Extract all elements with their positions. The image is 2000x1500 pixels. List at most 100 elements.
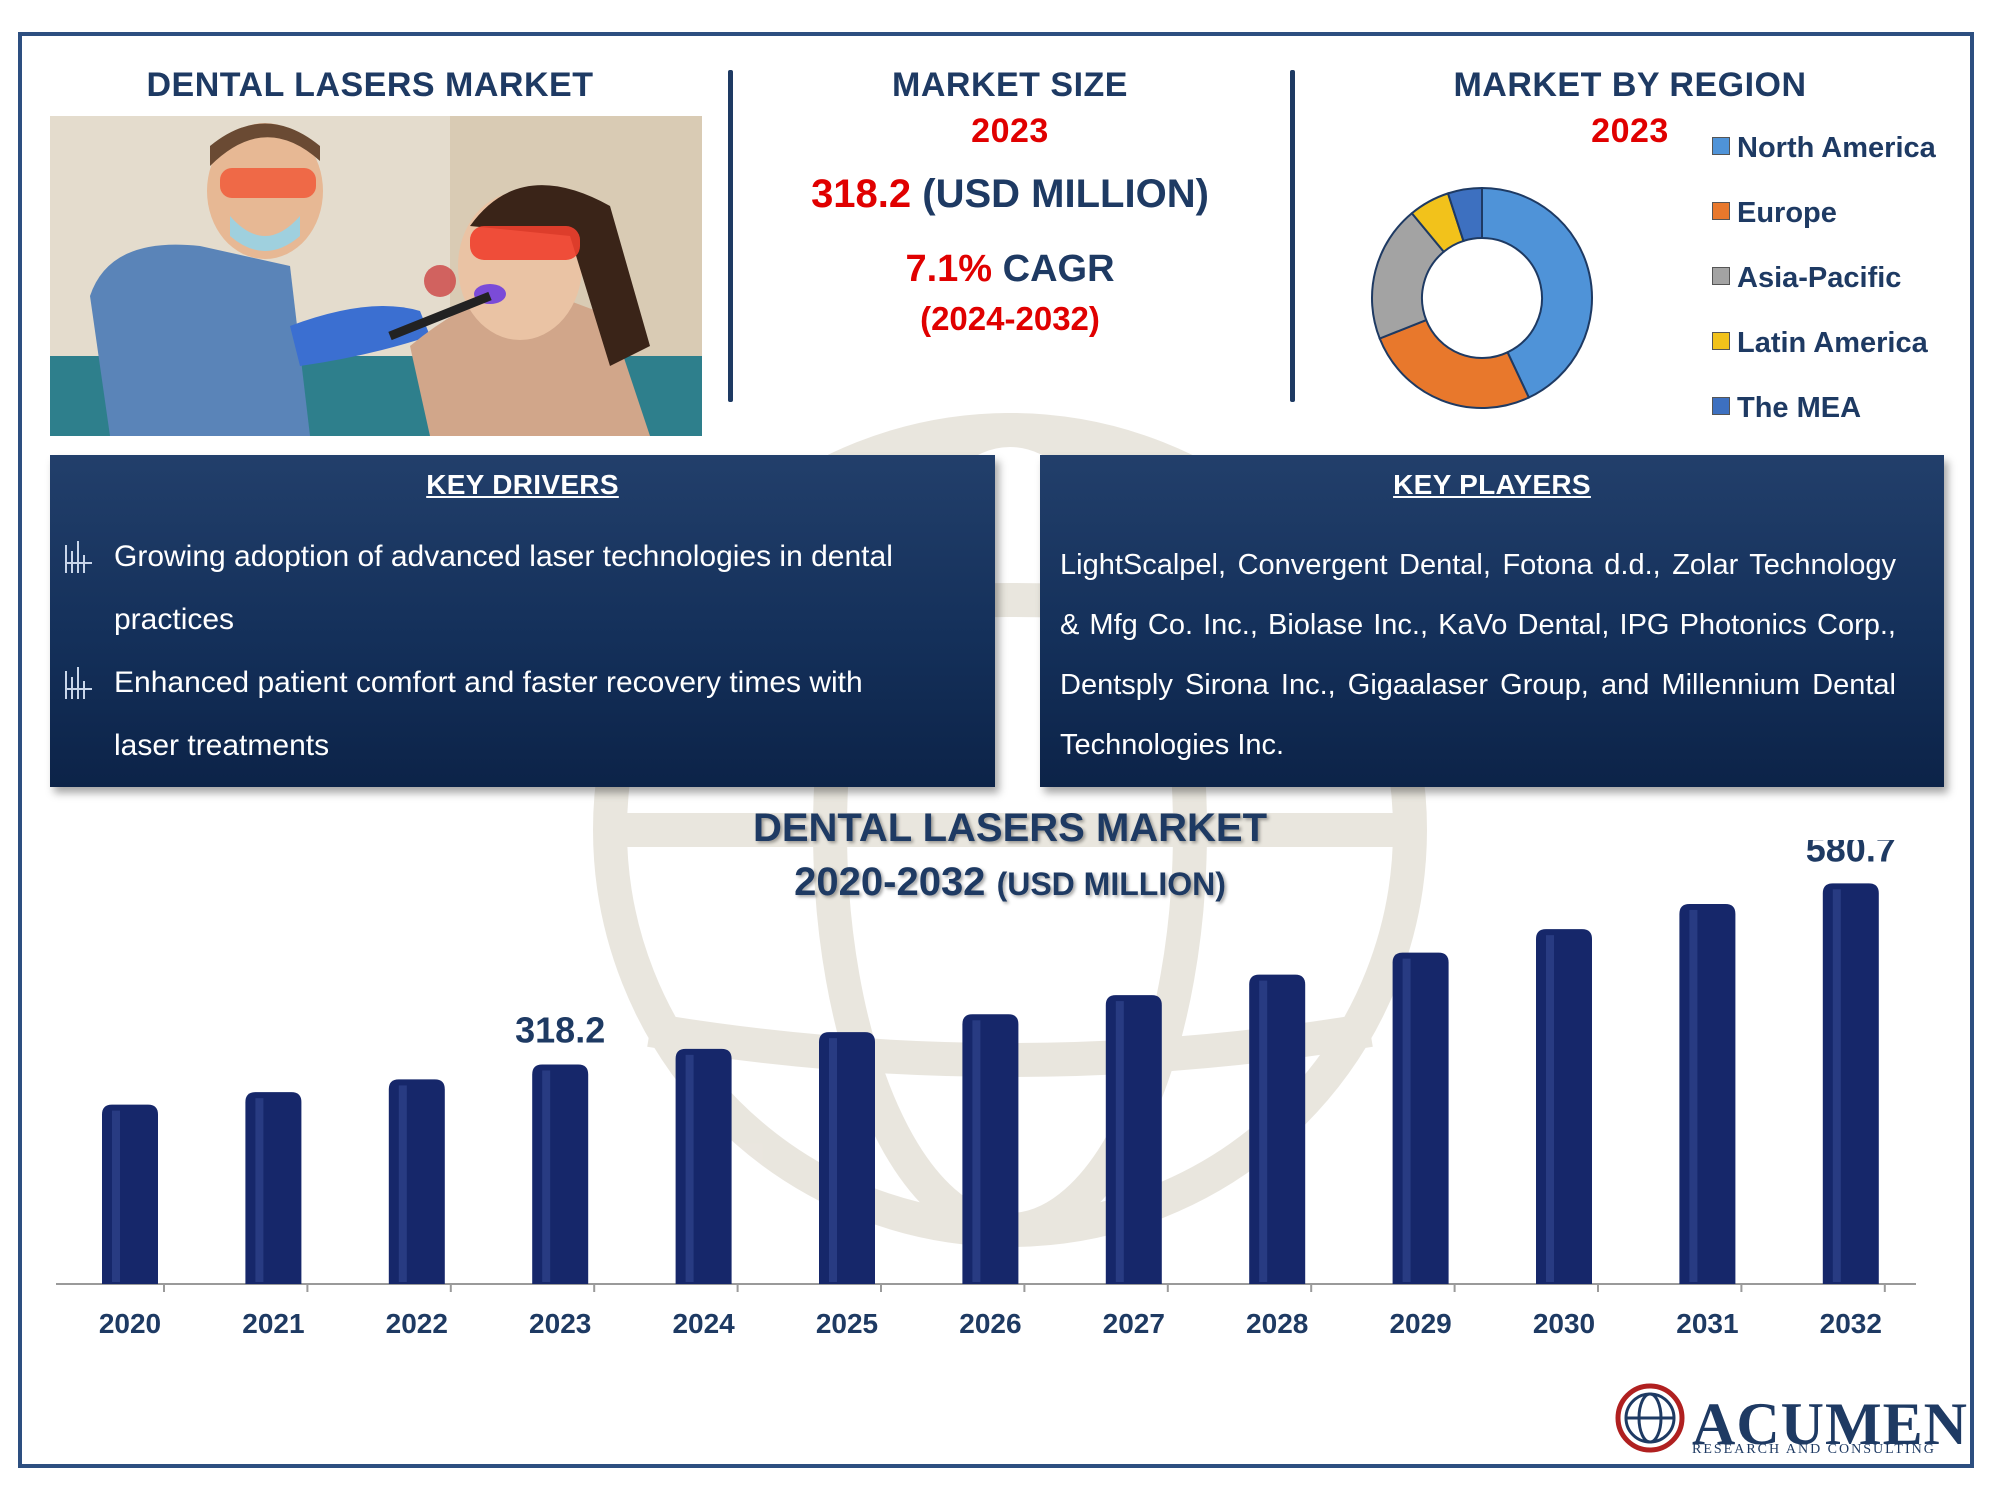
bar-chart-subtitle: 2020-2032 (USD MILLION) xyxy=(560,860,1460,905)
dental-treatment-photo xyxy=(50,116,702,436)
bar-highlight xyxy=(829,1038,837,1282)
cagr-period: (2024-2032) xyxy=(920,300,1100,337)
bar-2025 xyxy=(819,1032,875,1284)
bar-2029 xyxy=(1392,952,1449,1284)
legend-item-latin-america: Latin America xyxy=(1712,327,1928,360)
bar-rect xyxy=(962,1014,1019,1284)
key-players-heading: KEY PLAYERS xyxy=(1393,469,1591,500)
driver-item-1: Growing adoption of advanced laser techn… xyxy=(114,525,955,651)
key-players-panel: KEY PLAYERS LightScalpel, Convergent Den… xyxy=(1040,455,1944,787)
bar-2024 xyxy=(675,1048,732,1284)
bar-highlight xyxy=(1689,909,1698,1282)
x-tick-label-2024: 2024 xyxy=(672,1308,735,1339)
driver-item-2-line1: Enhanced patient comfort and faster reco… xyxy=(114,666,863,699)
x-tick-label-2028: 2028 xyxy=(1246,1308,1308,1339)
cagr-label: CAGR xyxy=(1002,248,1115,290)
market-size-value: 318.2 xyxy=(811,172,912,216)
bar-rect xyxy=(245,1092,302,1284)
region-donut-chart xyxy=(1371,186,1593,409)
bar-2021 xyxy=(245,1092,302,1284)
bar-rect xyxy=(388,1079,445,1284)
bar-highlight xyxy=(1546,935,1554,1282)
x-tick-label-2030: 2030 xyxy=(1533,1308,1595,1339)
legend-item-north-america: North America xyxy=(1712,132,1936,165)
legend-item-asia-pacific: Asia-Pacific xyxy=(1712,262,1901,295)
bar-2022 xyxy=(388,1079,445,1284)
market-size-unit: (USD MILLION) xyxy=(922,172,1209,216)
driver-item-1-line1: Growing adoption of advanced laser techn… xyxy=(114,540,893,573)
bar-highlight xyxy=(542,1070,551,1282)
bar-2026 xyxy=(962,1014,1019,1284)
x-tick-label-2026: 2026 xyxy=(959,1308,1021,1339)
bar-rect xyxy=(532,1064,589,1284)
bar-highlight xyxy=(1832,889,1841,1282)
bar-highlight xyxy=(255,1098,264,1282)
x-tick-label-2022: 2022 xyxy=(386,1308,448,1339)
acumen-globe-logo-icon xyxy=(1615,1383,1685,1453)
x-tick-label-2021: 2021 xyxy=(242,1308,304,1339)
market-size-value-line: 318.2 (USD MILLION) xyxy=(720,172,1300,217)
bar-2027 xyxy=(1105,995,1162,1284)
x-tick-label-2027: 2027 xyxy=(1103,1308,1165,1339)
acumen-logo-text: ACUMEN xyxy=(1692,1391,1968,1457)
bar-rect xyxy=(1249,974,1306,1284)
divider-right xyxy=(1290,70,1295,402)
bar-chart-unit: (USD MILLION) xyxy=(996,866,1226,902)
legend-swatch xyxy=(1712,202,1730,220)
x-tick-label-2031: 2031 xyxy=(1676,1308,1738,1339)
legend-swatch xyxy=(1712,397,1730,415)
bar-2023 xyxy=(532,1064,589,1284)
bar-2020 xyxy=(102,1104,158,1284)
legend-swatch xyxy=(1712,332,1730,350)
legend-label: Latin America xyxy=(1737,327,1928,359)
section-title-dental-lasers: DENTAL LASERS MARKET xyxy=(146,66,594,104)
donut-slice-the-mea xyxy=(1446,186,1483,243)
legend-item-europe: Europe xyxy=(1712,197,1837,230)
region-year: 2023 xyxy=(1591,112,1669,150)
bar-rect xyxy=(102,1104,158,1284)
bar-rect xyxy=(1536,929,1592,1284)
legend-label: The MEA xyxy=(1737,392,1862,424)
bar-2031 xyxy=(1679,903,1736,1284)
donut-slice-north-america xyxy=(1481,186,1593,399)
x-tick-label-2023: 2023 xyxy=(529,1308,591,1339)
data-label-2023: 318.2 xyxy=(515,1009,605,1050)
bar-highlight xyxy=(972,1020,981,1282)
bar-highlight xyxy=(398,1085,407,1282)
section-title-market-size: MARKET SIZE xyxy=(892,66,1128,104)
divider-left xyxy=(728,70,733,402)
bar-highlight xyxy=(1259,980,1268,1282)
bar-2032 xyxy=(1822,883,1879,1284)
key-drivers-panel: KEY DRIVERS Growing adoption of advanced… xyxy=(50,455,995,787)
driver-item-2: Enhanced patient comfort and faster reco… xyxy=(114,651,955,777)
bar-chart-title: DENTAL LASERS MARKET xyxy=(752,806,1268,850)
section-title-market-by-region: MARKET BY REGION xyxy=(1453,66,1807,104)
bar-rect xyxy=(819,1032,875,1284)
bar-highlight xyxy=(1402,958,1411,1282)
acumen-logo-tagline: RESEARCH AND CONSULTING xyxy=(1692,1442,1936,1457)
bar-rect xyxy=(675,1048,732,1284)
legend-label: Europe xyxy=(1737,197,1837,229)
legend-item-the-mea: The MEA xyxy=(1712,392,1861,425)
bar-2028 xyxy=(1249,974,1306,1284)
driver-item-1-line2: practices xyxy=(114,603,235,636)
legend-swatch xyxy=(1712,137,1730,155)
data-label-2032: 580.7 xyxy=(1806,840,1896,869)
bar-highlight xyxy=(112,1110,120,1282)
cagr-line: 7.1% CAGR xyxy=(720,248,1300,291)
market-size-year: 2023 xyxy=(971,112,1049,150)
key-players-list: LightScalpel, Convergent Dental, Fotona … xyxy=(1060,549,1896,761)
x-tick-label-2020: 2020 xyxy=(99,1308,161,1339)
x-tick-label-2032: 2032 xyxy=(1820,1308,1882,1339)
legend-label: Asia-Pacific xyxy=(1737,262,1902,294)
x-tick-label-2029: 2029 xyxy=(1389,1308,1451,1339)
donut-slice-europe xyxy=(1378,318,1531,409)
bar-chart-period: 2020-2032 xyxy=(794,860,986,904)
growth-bullet-icon xyxy=(65,667,92,699)
bar-rect xyxy=(1822,883,1879,1284)
growth-bullet-icon xyxy=(65,541,92,573)
bar-rect xyxy=(1105,995,1162,1284)
bar-highlight xyxy=(1115,1001,1124,1282)
bar-rect xyxy=(1392,952,1449,1284)
bar-rect xyxy=(1679,903,1736,1284)
